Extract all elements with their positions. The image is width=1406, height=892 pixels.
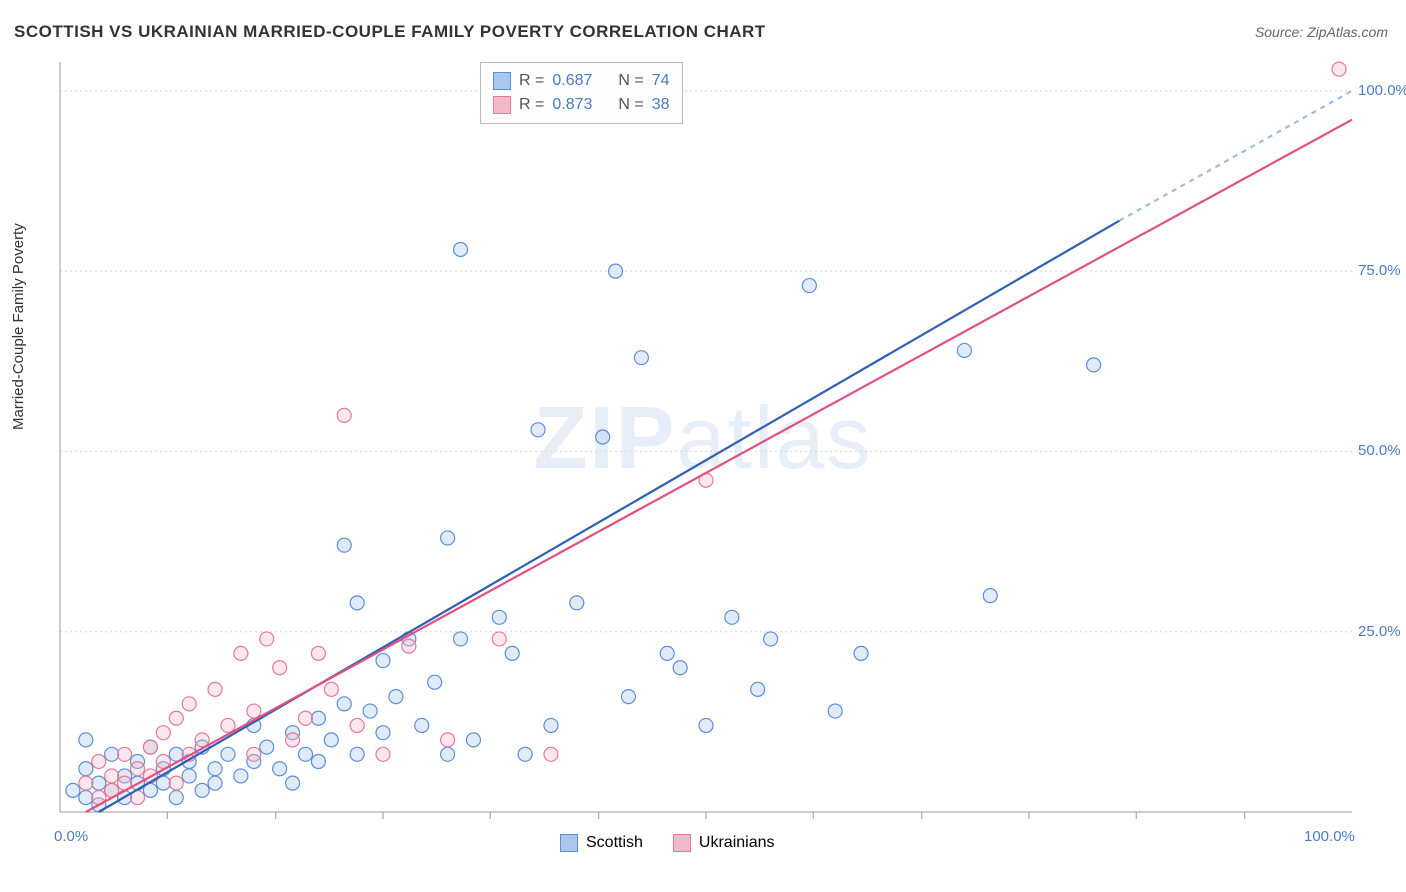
y-axis-label: Married-Couple Family Poverty (10, 223, 27, 430)
stat-r-value: 0.873 (552, 93, 592, 117)
chart-area (42, 50, 1392, 850)
x-tick-label: 0.0% (54, 828, 88, 845)
stat-r-value: 0.687 (552, 69, 592, 93)
stats-box: R = 0.687 N = 74 R = 0.873 N = 38 (480, 62, 683, 124)
y-tick-label: 25.0% (1358, 623, 1401, 640)
legend-swatch (493, 72, 511, 90)
stat-n-value: 38 (652, 93, 670, 117)
legend-label: Scottish (586, 834, 643, 852)
legend-swatch (560, 834, 578, 852)
stat-r-label: R = (519, 69, 544, 93)
legend-item: Ukrainians (673, 834, 775, 852)
stats-row: R = 0.687 N = 74 (493, 69, 670, 93)
legend-swatch (493, 96, 511, 114)
legend-item: Scottish (560, 834, 643, 852)
stat-n-label: N = (618, 69, 643, 93)
stat-n-value: 74 (652, 69, 670, 93)
y-tick-label: 75.0% (1358, 262, 1401, 279)
stat-r-label: R = (519, 93, 544, 117)
y-tick-label: 100.0% (1358, 82, 1406, 99)
legend-label: Ukrainians (699, 834, 775, 852)
legend-swatch (673, 834, 691, 852)
scatter-chart-svg (42, 50, 1392, 850)
legend-bottom: Scottish Ukrainians (560, 834, 775, 852)
x-tick-label: 100.0% (1304, 828, 1355, 845)
source-label: Source: ZipAtlas.com (1255, 24, 1388, 40)
y-tick-label: 50.0% (1358, 442, 1401, 459)
chart-title: SCOTTISH VS UKRAINIAN MARRIED-COUPLE FAM… (14, 22, 766, 42)
stats-row: R = 0.873 N = 38 (493, 93, 670, 117)
stat-n-label: N = (618, 93, 643, 117)
